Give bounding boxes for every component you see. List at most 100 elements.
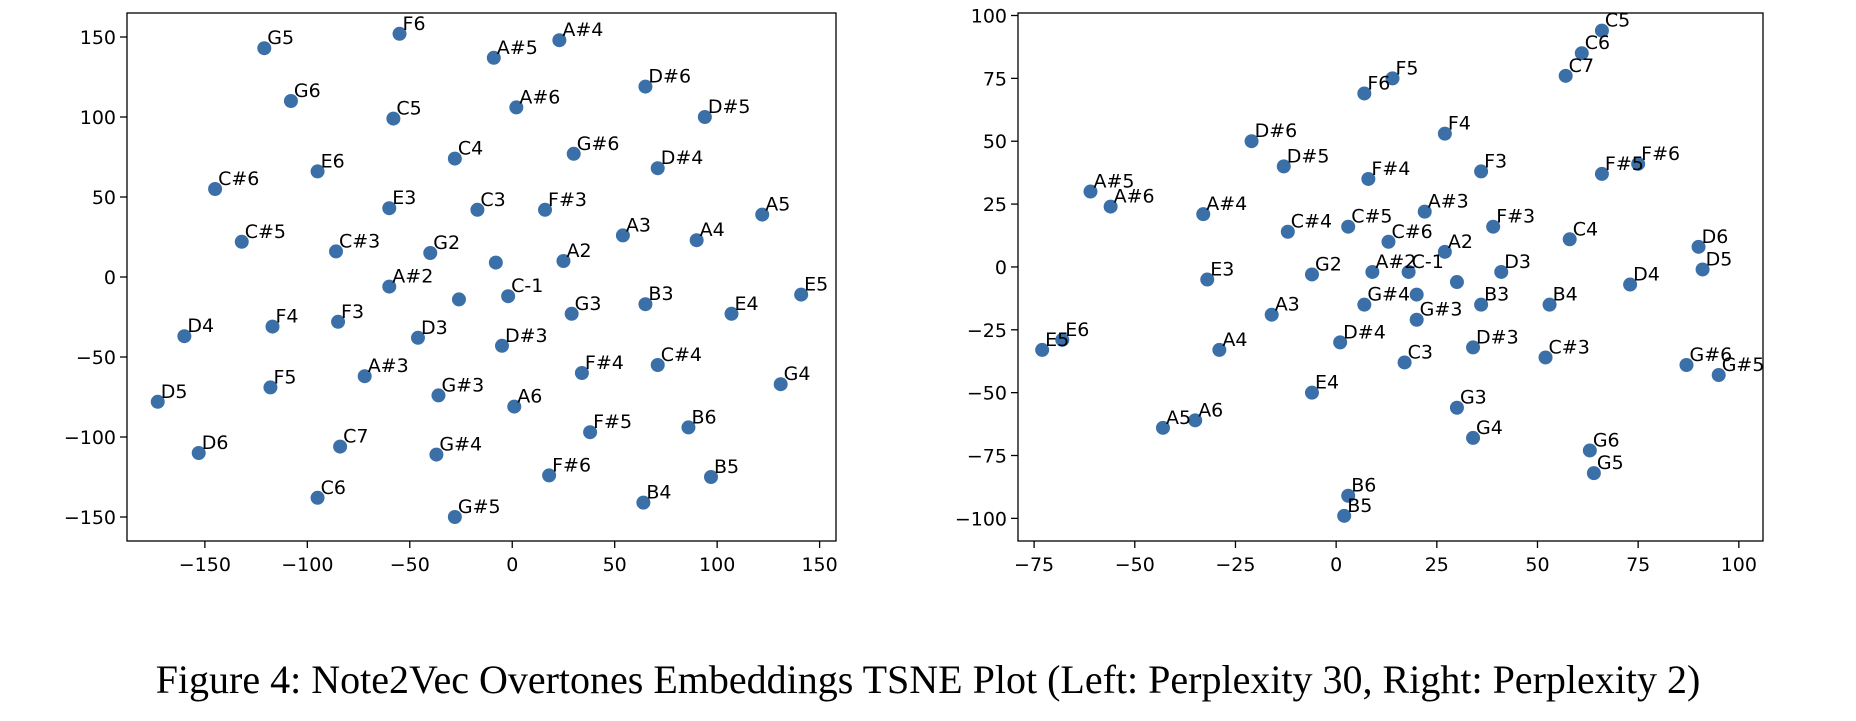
data-point	[431, 388, 446, 403]
x-tick-label: 25	[1425, 554, 1449, 576]
data-point	[650, 358, 665, 372]
point-label: B4	[646, 482, 671, 504]
y-tick-label: 75	[983, 68, 1007, 90]
data-point	[704, 470, 719, 484]
data-point	[177, 329, 192, 344]
y-tick-label: 150	[80, 27, 116, 49]
data-point	[509, 100, 524, 115]
data-point	[333, 439, 348, 454]
point-label: A3	[626, 214, 651, 236]
point-label: D3	[1504, 251, 1531, 273]
point-label: C5	[396, 98, 421, 120]
point-label: A6	[1198, 399, 1223, 421]
data-point	[689, 233, 704, 248]
point-label: C6	[1585, 32, 1610, 54]
data-point	[1188, 413, 1203, 428]
data-point	[1196, 207, 1211, 222]
data-point	[1341, 219, 1356, 234]
y-tick-label: 25	[983, 194, 1007, 216]
data-point	[542, 468, 557, 483]
data-point	[638, 79, 653, 94]
data-point	[1486, 219, 1501, 234]
point-label: C6	[321, 477, 346, 499]
point-label: B5	[1347, 495, 1372, 517]
data-point	[1409, 312, 1424, 327]
data-point	[1304, 267, 1319, 282]
point-label: A#4	[1206, 193, 1247, 215]
data-point	[1244, 134, 1259, 149]
point-label: C5	[1605, 10, 1630, 32]
data-point	[1574, 46, 1589, 61]
point-label: B3	[1484, 284, 1509, 306]
data-point	[1691, 239, 1706, 254]
x-tick-label: 150	[801, 554, 837, 576]
point-label: A#5	[497, 37, 538, 59]
data-point	[1594, 23, 1609, 38]
point-label: C#5	[1351, 206, 1392, 228]
data-point	[382, 279, 397, 294]
point-label: A#6	[519, 86, 560, 108]
figure-caption: Figure 4: Note2Vec Overtones Embeddings …	[155, 657, 1701, 702]
data-point	[486, 50, 501, 65]
data-point	[501, 289, 516, 304]
data-point	[1401, 264, 1416, 279]
point-label: B6	[691, 406, 716, 428]
point-label: F3	[341, 301, 364, 323]
point-label: G6	[1593, 429, 1620, 451]
point-label: D3	[421, 317, 448, 339]
data-point	[386, 111, 401, 126]
point-label: E4	[734, 293, 758, 315]
point-label: F#5	[1605, 153, 1644, 175]
point-label: A#2	[1375, 251, 1416, 273]
data-point	[447, 510, 462, 524]
x-tick-label: 0	[506, 554, 518, 576]
point-label: D#4	[661, 147, 704, 169]
point-label: C3	[480, 189, 505, 211]
data-point	[1361, 171, 1376, 186]
data-point	[1212, 342, 1227, 357]
point-label: A#3	[368, 355, 409, 377]
point-label: E6	[1065, 319, 1089, 341]
point-label: G2	[1315, 253, 1342, 275]
data-point	[552, 33, 567, 48]
point-label: D#6	[1255, 120, 1298, 142]
data-point	[1679, 358, 1694, 372]
y-tick-label: 0	[995, 257, 1007, 279]
point-label: C#3	[339, 230, 380, 252]
data-point	[429, 447, 444, 462]
point-label: E5	[804, 274, 828, 296]
point-label: E4	[1315, 372, 1339, 394]
point-label: D5	[161, 381, 188, 403]
point-label: G4	[784, 363, 811, 385]
point-label: C#4	[661, 344, 702, 366]
data-point	[1474, 164, 1489, 179]
point-label: E5	[1045, 329, 1069, 351]
x-tick-label: 100	[1721, 554, 1757, 576]
x-tick-label: −75	[1014, 554, 1054, 576]
point-label: F4	[275, 306, 298, 328]
y-tick-label: −150	[64, 507, 116, 529]
point-label: F#6	[1641, 143, 1680, 165]
data-point	[1623, 277, 1638, 292]
point-label: B4	[1553, 284, 1578, 306]
point-label: F6	[1367, 72, 1390, 94]
data-point	[638, 297, 653, 312]
data-point	[794, 287, 809, 302]
plot-frame	[1017, 12, 1764, 542]
point-label: G#5	[458, 496, 501, 518]
data-point	[382, 201, 397, 216]
point-label: C#5	[245, 221, 286, 243]
point-label: G#4	[1367, 284, 1410, 306]
point-label: C#3	[1549, 336, 1590, 358]
point-label: C#6	[1391, 221, 1432, 243]
y-tick-label: −75	[967, 446, 1007, 468]
data-point	[451, 292, 466, 307]
data-point	[1449, 275, 1464, 290]
data-point	[1695, 262, 1710, 277]
point-label: G#3	[1420, 299, 1463, 321]
data-point	[1437, 126, 1452, 141]
data-point	[507, 399, 522, 414]
point-label: F6	[403, 13, 426, 35]
point-label: G#3	[441, 374, 484, 396]
